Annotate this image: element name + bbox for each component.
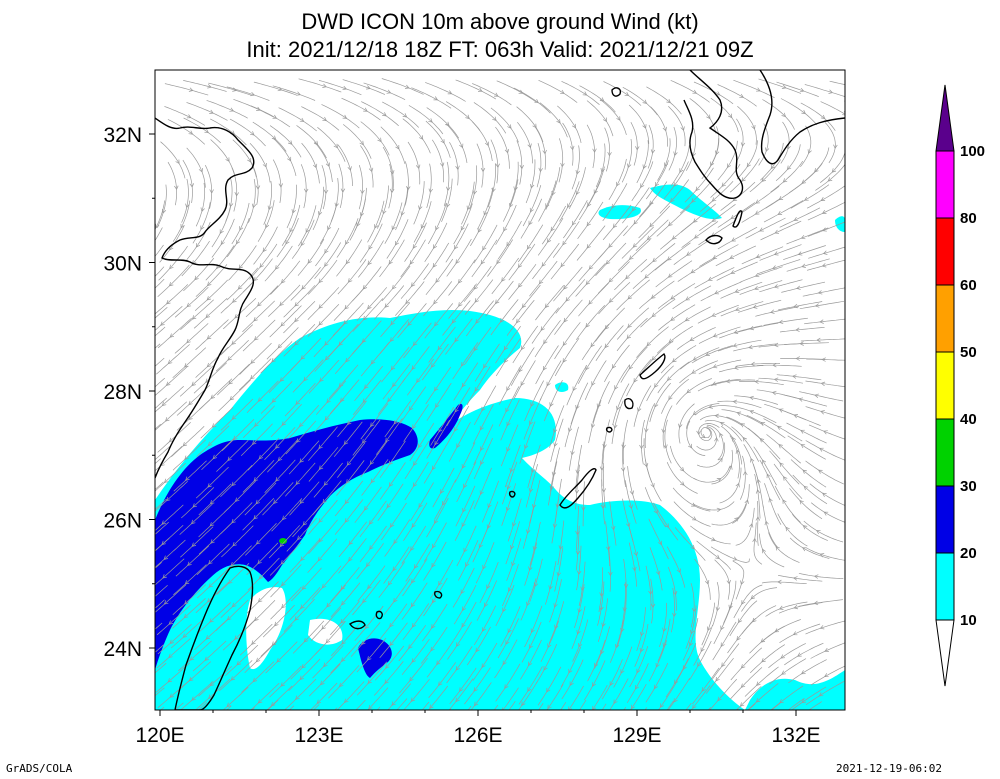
colorbar-label: 80: [960, 210, 977, 227]
colorbar-max-arrow: [935, 84, 955, 152]
colorbar-min-arrow: [935, 619, 955, 687]
colorbar-segment: [935, 284, 955, 353]
map-subtitle: Init: 2021/12/18 18Z FT: 063h Valid: 202…: [246, 37, 754, 62]
lon-tick-label: 123E: [294, 724, 343, 747]
colorbar-label: 60: [960, 277, 977, 294]
map-title: DWD ICON 10m above ground Wind (kt): [301, 9, 699, 34]
colorbar-label: 20: [960, 545, 977, 562]
colorbar-segment: [935, 217, 955, 286]
latitude-axis: 24N 26N 28N 30N 32N: [103, 124, 155, 661]
footer-timestamp: 2021-12-19-06:02: [836, 762, 942, 775]
lat-tick-label: 28N: [103, 381, 142, 404]
lat-tick-label: 24N: [103, 638, 142, 661]
lon-tick-label: 129E: [612, 724, 661, 747]
colorbar-segment: [935, 552, 955, 621]
colorbar-label: 100: [960, 143, 985, 160]
colorbar: 10 20 30 40 50 60 80 100: [935, 84, 985, 687]
coastlines: [155, 70, 845, 710]
lat-tick-label: 26N: [103, 510, 142, 533]
colorbar-label: 40: [960, 411, 977, 428]
calm-zone: [246, 587, 343, 670]
wind-10-20-shading: [155, 184, 845, 710]
footer-software-label: GrADS/COLA: [6, 762, 73, 775]
lat-tick-label: 32N: [103, 124, 142, 147]
lon-tick-label: 132E: [771, 724, 820, 747]
lon-tick-label: 120E: [135, 724, 184, 747]
lat-tick-label: 30N: [103, 253, 142, 276]
colorbar-label: 10: [960, 612, 977, 629]
wind-30-40-spot: [279, 538, 287, 544]
colorbar-segment: [935, 418, 955, 487]
longitude-axis: 120E 123E 126E 129E 132E: [135, 710, 821, 747]
plot-frame: [154, 69, 846, 711]
plot-area: [155, 70, 845, 710]
lon-tick-label: 126E: [453, 724, 502, 747]
colorbar-segment: [935, 351, 955, 420]
colorbar-segment: [935, 485, 955, 554]
colorbar-label: 30: [960, 478, 977, 495]
colorbar-label: 50: [960, 344, 977, 361]
colorbar-segment: [935, 150, 955, 219]
streamlines: [155, 78, 845, 710]
